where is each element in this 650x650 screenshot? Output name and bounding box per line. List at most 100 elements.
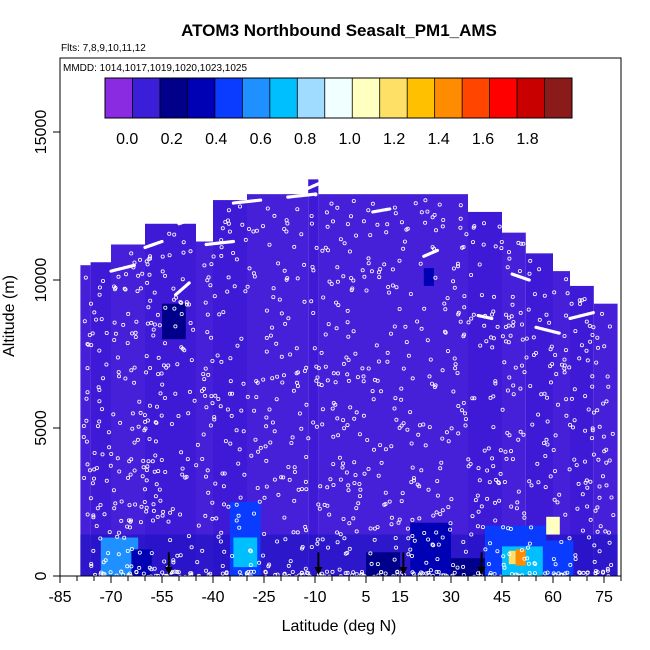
sample-point xyxy=(573,557,578,562)
sample-point xyxy=(410,517,415,522)
sample-point xyxy=(488,571,493,576)
sample-point xyxy=(591,452,596,457)
sample-point xyxy=(153,494,158,499)
chart-subtitle-flights: Flts: 7,8,9,10,11,12 xyxy=(61,43,146,54)
sample-point xyxy=(263,569,268,574)
sample-point xyxy=(175,362,180,367)
sample-point xyxy=(282,515,287,520)
sample-point xyxy=(553,433,558,438)
sample-point xyxy=(226,208,231,213)
sample-point xyxy=(302,299,307,304)
sample-point xyxy=(393,211,398,216)
sample-point xyxy=(168,538,173,543)
sample-point xyxy=(143,426,148,431)
sample-point xyxy=(221,502,226,507)
colorbar: 0.0 0.2 0.4 0.6 0.8 1.0 1.2 1.4 1.6 1.8 xyxy=(104,77,573,148)
sample-point xyxy=(100,452,105,457)
sample-point xyxy=(274,341,279,346)
sample-point xyxy=(422,531,427,536)
sample-point xyxy=(89,343,94,348)
sample-point xyxy=(208,423,213,428)
sample-point xyxy=(144,354,149,359)
sample-point xyxy=(237,447,242,452)
sample-point xyxy=(276,492,281,497)
flight-track xyxy=(174,281,191,297)
sample-point xyxy=(163,305,168,310)
colorbar-tick-label: 0.6 xyxy=(250,131,272,148)
sample-point xyxy=(462,411,467,416)
sample-point xyxy=(237,204,242,209)
colorbar-swatch xyxy=(242,78,271,118)
sample-point xyxy=(388,331,393,336)
sample-point xyxy=(82,475,87,480)
sample-point xyxy=(541,441,546,446)
sample-point xyxy=(286,316,291,321)
sample-point xyxy=(306,436,311,441)
sample-point xyxy=(167,253,172,258)
sample-point xyxy=(237,525,242,530)
sample-point xyxy=(499,246,504,251)
sample-point xyxy=(434,530,439,535)
heat-hotspot xyxy=(233,537,258,568)
sample-point xyxy=(251,229,256,234)
sample-point xyxy=(399,397,404,402)
sample-point xyxy=(343,571,348,576)
sample-point xyxy=(213,393,218,398)
sample-point xyxy=(609,563,614,568)
sample-point xyxy=(557,492,562,497)
sample-point xyxy=(326,322,331,327)
sample-point xyxy=(495,549,500,554)
sample-point xyxy=(297,411,302,416)
sample-point xyxy=(455,565,460,570)
sample-point xyxy=(346,334,351,339)
sample-point xyxy=(180,346,185,351)
sample-point xyxy=(322,502,327,507)
sample-point xyxy=(551,557,556,562)
sample-point xyxy=(438,466,443,471)
sample-point xyxy=(533,562,538,567)
sample-point xyxy=(551,447,556,452)
sample-point xyxy=(314,364,319,369)
sample-point xyxy=(84,396,89,401)
colorbar-frame xyxy=(104,77,573,119)
sample-point xyxy=(572,457,577,462)
sample-point xyxy=(281,475,286,480)
sample-point xyxy=(310,264,315,269)
sample-point xyxy=(368,526,373,531)
sample-point xyxy=(567,536,572,541)
sample-point xyxy=(81,423,86,428)
sample-point xyxy=(481,221,486,226)
sample-point xyxy=(493,244,498,249)
sample-point xyxy=(446,439,451,444)
sample-point xyxy=(378,443,383,448)
sample-point xyxy=(395,572,400,576)
sample-point xyxy=(304,487,309,492)
sample-point xyxy=(517,574,522,576)
colorbar-swatch xyxy=(269,78,298,118)
sample-point xyxy=(451,563,456,568)
sample-point xyxy=(476,509,481,514)
sample-point xyxy=(327,512,332,517)
sample-point xyxy=(264,484,269,489)
sample-point xyxy=(525,556,530,561)
sample-point xyxy=(479,574,483,576)
sample-point xyxy=(209,335,214,340)
sample-point xyxy=(456,312,461,317)
sample-point xyxy=(507,256,512,261)
sample-point xyxy=(136,424,141,429)
sample-point xyxy=(335,265,340,270)
sample-point xyxy=(312,346,317,351)
sample-point xyxy=(400,491,405,496)
sample-point xyxy=(292,465,297,470)
sample-point xyxy=(556,402,561,407)
sample-point xyxy=(205,278,210,283)
sample-point xyxy=(522,511,527,516)
sample-point xyxy=(562,333,567,338)
sample-point xyxy=(372,574,376,576)
colorbar-swatch xyxy=(352,78,381,118)
sample-point xyxy=(500,407,505,412)
sample-point xyxy=(601,401,606,406)
sample-point xyxy=(129,574,134,576)
sample-point xyxy=(507,552,512,557)
sample-point xyxy=(453,362,458,367)
